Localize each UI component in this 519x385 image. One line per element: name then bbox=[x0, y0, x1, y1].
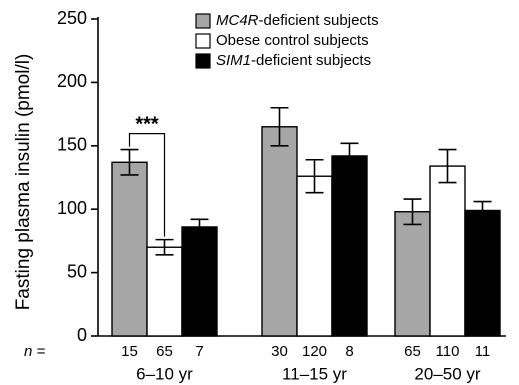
x-tick-label: 11–15 yr bbox=[282, 364, 347, 383]
n-value: 120 bbox=[302, 343, 327, 360]
axes: 0 50 100 150 200 250 n = 15 65 76–10 yr 30 120 8 11–1… bbox=[24, 8, 506, 383]
x-tick-label: 6–10 yr bbox=[136, 364, 193, 383]
n-value: 110 bbox=[436, 343, 460, 360]
x-tick-label: 20–50 yr bbox=[414, 364, 480, 383]
legend-label-text: Obese control subjects bbox=[216, 32, 369, 49]
n-value: 11 bbox=[475, 343, 491, 360]
y-axis-label: Fasting plasma insulin (pmol/l) bbox=[13, 54, 34, 311]
n-value: 8 bbox=[345, 343, 353, 360]
legend-label-italic: MC4R bbox=[216, 12, 259, 29]
significance-bracket bbox=[128, 133, 166, 237]
legend-swatch bbox=[195, 13, 211, 29]
legend-label-italic: SIM1 bbox=[216, 52, 251, 69]
bar bbox=[261, 126, 298, 337]
legend-swatch bbox=[195, 53, 211, 69]
n-value: 7 bbox=[195, 343, 203, 360]
legend-label-text: -deficient subjects bbox=[259, 12, 379, 29]
y-tick-label: 250 bbox=[57, 8, 87, 28]
bar bbox=[296, 175, 333, 337]
bar bbox=[464, 209, 501, 337]
bar bbox=[331, 155, 368, 337]
bar bbox=[429, 165, 466, 337]
bars: *** bbox=[111, 106, 501, 337]
n-value: 65 bbox=[156, 343, 173, 360]
n-value: 30 bbox=[271, 343, 288, 360]
bar bbox=[394, 211, 431, 337]
legend-label: MC4R-deficient subjects bbox=[216, 12, 379, 29]
y-tick-label: 200 bbox=[57, 71, 87, 91]
y-tick-label: 150 bbox=[57, 135, 87, 155]
n-label: n = bbox=[24, 343, 46, 360]
legend-label: SIM1-deficient subjects bbox=[216, 52, 371, 69]
significance-label: *** bbox=[135, 114, 159, 136]
y-tick-label: 0 bbox=[77, 325, 87, 345]
bar bbox=[146, 246, 183, 337]
bar bbox=[181, 226, 218, 337]
legend-label-text: -deficient subjects bbox=[251, 52, 371, 69]
y-tick-label: 100 bbox=[57, 198, 87, 218]
legend-label: Obese control subjects bbox=[216, 32, 369, 49]
n-value: 15 bbox=[121, 343, 138, 360]
y-tick-label: 50 bbox=[67, 261, 87, 281]
legend-swatch bbox=[195, 33, 211, 49]
bar bbox=[111, 161, 148, 337]
n-value: 65 bbox=[404, 343, 421, 360]
